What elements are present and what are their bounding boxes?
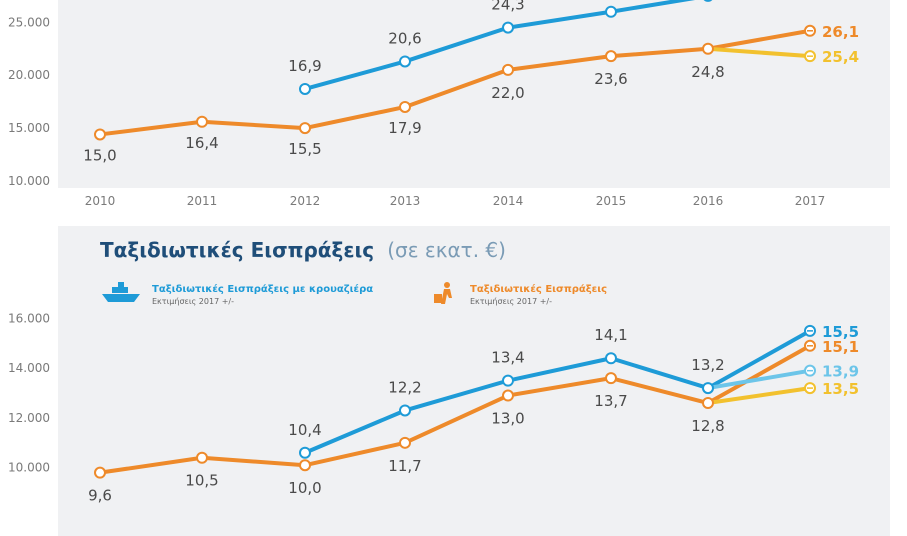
bottom-chart-title: Ταξιδιωτικές Εισπράξεις (σε εκατ. €) (100, 238, 506, 262)
data-point (702, 397, 714, 410)
legend-note-cruise: Εκτιμήσεις 2017 +/- (152, 297, 234, 306)
forecast-line (706, 368, 812, 391)
legend-item-travel: Ταξιδιωτικές Εισπράξεις Εκτιμήσεις 2017 … (434, 282, 607, 306)
forecast-line (706, 328, 812, 391)
data-point (299, 122, 311, 135)
data-point (605, 352, 617, 365)
data-point (94, 128, 106, 141)
data-label: 13,2 (691, 356, 724, 374)
traveler-icon (434, 282, 452, 304)
legend-item-cruise: Ταξιδιωτικές Εισπράξεις με κρουαζιέρα Εκ… (102, 282, 373, 306)
x-tick-label: 2017 (795, 194, 826, 208)
data-label: 12,8 (691, 417, 724, 435)
forecast-line (706, 28, 812, 51)
x-tick-label: 2015 (596, 194, 627, 208)
data-point (299, 459, 311, 472)
data-label: 10,4 (288, 421, 321, 439)
forecast-label: 13,5 (822, 380, 859, 398)
y-tick-label: 15.000 (8, 121, 50, 135)
series-line-blue (304, 0, 696, 91)
data-label: 16,9 (288, 57, 321, 75)
data-point (94, 466, 106, 479)
top-chart-labels: 26,1 25,4 16,9 20,6 24,3 15,0 16,4 15,5 17,9 22,0… (83, 0, 859, 164)
data-label: 15,5 (288, 140, 321, 158)
data-point (399, 100, 411, 113)
legend-label-travel: Ταξιδιωτικές Εισπράξεις (470, 283, 607, 295)
data-label: 23,6 (594, 70, 627, 88)
data-label: 17,9 (388, 119, 421, 137)
data-point (299, 446, 311, 459)
top-chart-points (94, 0, 816, 141)
forecast-label: 15,1 (822, 338, 859, 356)
data-point (502, 21, 514, 34)
legend-note-travel: Εκτιμήσεις 2017 +/- (470, 297, 552, 306)
data-label: 10,0 (288, 479, 321, 497)
data-point (605, 50, 617, 63)
data-label: 11,7 (388, 457, 421, 475)
forecast-label: 25,4 (822, 48, 859, 66)
forecast-label: 13,9 (822, 363, 859, 381)
legend: Ταξιδιωτικές Εισπράξεις με κρουαζιέρα Εκ… (102, 282, 607, 306)
data-label: 14,1 (594, 326, 627, 344)
y-tick-label: 14.000 (8, 361, 50, 375)
bottom-chart-axes: 16.000 14.000 12.000 10.000 (8, 311, 50, 474)
data-label: 13,7 (594, 392, 627, 410)
forecast-line (706, 386, 812, 406)
data-label: 13,4 (491, 349, 524, 367)
forecast-line (706, 46, 812, 59)
data-point (502, 389, 514, 402)
x-tick-label: 2011 (187, 194, 218, 208)
bottom-plot-background (58, 226, 890, 536)
legend-label-cruise: Ταξιδιωτικές Εισπράξεις με κρουαζιέρα (152, 283, 373, 295)
y-tick-label: 10.000 (8, 461, 50, 475)
data-point (399, 436, 411, 449)
x-tick-label: 2012 (290, 194, 321, 208)
bottom-chart-labels: 15,515,1 13,913,5 10,4 12,2 13,4 14,1 13,2 9,6 1… (88, 323, 859, 505)
y-tick-label: 12.000 (8, 411, 50, 425)
bottom-chart-points (94, 324, 816, 479)
forecast-line (706, 343, 812, 406)
y-tick-label: 16.000 (8, 311, 50, 325)
data-point (299, 82, 311, 95)
data-label: 13,0 (491, 410, 524, 428)
data-point (196, 115, 208, 128)
data-point (399, 404, 411, 417)
data-label: 15,0 (83, 146, 116, 164)
data-point (702, 42, 714, 55)
data-label: 24,3 (491, 0, 524, 14)
x-tick-label: 2013 (390, 194, 421, 208)
data-label: 16,4 (185, 134, 218, 152)
y-tick-label: 25.000 (8, 15, 50, 29)
forecast-label: 26,1 (822, 23, 859, 41)
data-point (605, 372, 617, 385)
data-point (605, 5, 617, 18)
data-label: 24,8 (691, 63, 724, 81)
cruise-ship-icon (102, 282, 140, 302)
data-label: 12,2 (388, 378, 421, 396)
data-point (502, 374, 514, 387)
data-point (399, 55, 411, 68)
x-tick-label: 2014 (493, 194, 524, 208)
y-tick-label: 20.000 (8, 68, 50, 82)
data-point (196, 451, 208, 464)
data-label: 10,5 (185, 472, 218, 490)
data-label: 9,6 (88, 487, 112, 505)
data-point (702, 382, 714, 395)
data-point (502, 63, 514, 76)
y-tick-label: 10.000 (8, 174, 50, 188)
top-chart-axes: 25.000 20.000 15.000 10.000 2010 2011 2012 2013… (8, 15, 825, 208)
x-tick-label: 2010 (85, 194, 116, 208)
forecast-label: 15,5 (822, 323, 859, 341)
x-tick-label: 2016 (693, 194, 724, 208)
data-point (703, 0, 713, 2)
top-plot-background (58, 0, 890, 188)
data-label: 20,6 (388, 29, 421, 47)
data-label: 22,0 (491, 84, 524, 102)
